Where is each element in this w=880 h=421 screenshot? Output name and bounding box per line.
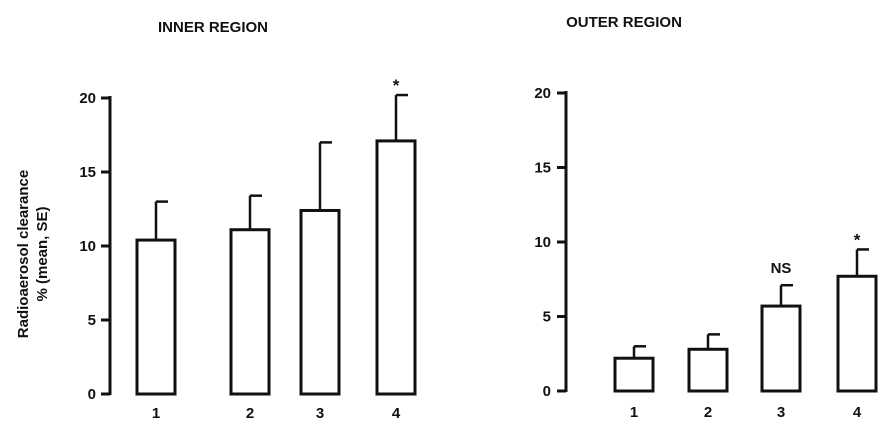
y-tick-label: 5 bbox=[543, 309, 551, 326]
y-tick-label: 0 bbox=[543, 383, 551, 400]
y-tick-label: 10 bbox=[79, 238, 96, 255]
bar-1 bbox=[135, 238, 177, 396]
y-tick-label: 15 bbox=[79, 164, 96, 181]
x-tick-label: 4 bbox=[853, 404, 862, 421]
x-tick-label: 1 bbox=[152, 405, 160, 421]
bar-3 bbox=[760, 304, 802, 393]
bar-2 bbox=[687, 347, 729, 393]
x-tick-label: 1 bbox=[630, 404, 638, 421]
x-tick-label: 2 bbox=[246, 405, 254, 421]
x-tick-label: 4 bbox=[392, 405, 401, 421]
bar-2 bbox=[229, 228, 271, 396]
outer-region-chart: OUTER REGION 0 5 10 15 20 1 2 3 NS 4 * bbox=[534, 14, 878, 421]
inner-region-chart: INNER REGION 0 5 10 15 20 1 2 3 4 * bbox=[79, 19, 417, 421]
bar-4 bbox=[375, 139, 417, 396]
x-tick-label: 3 bbox=[316, 405, 324, 421]
bar-3 bbox=[299, 208, 341, 396]
bar-1 bbox=[613, 356, 655, 393]
y-tick-label: 10 bbox=[534, 234, 551, 251]
x-tick-label: 3 bbox=[777, 404, 785, 421]
y-tick-label: 20 bbox=[534, 85, 551, 102]
bar-4 bbox=[836, 274, 878, 393]
significance-marker: * bbox=[393, 76, 400, 95]
chart-title: OUTER REGION bbox=[566, 14, 682, 31]
x-tick-label: 2 bbox=[704, 404, 712, 421]
y-axis-label-line-1: Radioaerosol clearance bbox=[15, 170, 32, 338]
y-tick-label: 0 bbox=[88, 386, 96, 403]
y-axis-label-line-2: % (mean, SE) bbox=[34, 206, 51, 301]
y-tick-label: 15 bbox=[534, 160, 551, 177]
significance-marker: * bbox=[854, 230, 861, 249]
y-tick-label: 5 bbox=[88, 312, 96, 329]
chart-title: INNER REGION bbox=[158, 19, 268, 36]
not-significant-label: NS bbox=[771, 260, 792, 277]
y-tick-label: 20 bbox=[79, 90, 96, 107]
